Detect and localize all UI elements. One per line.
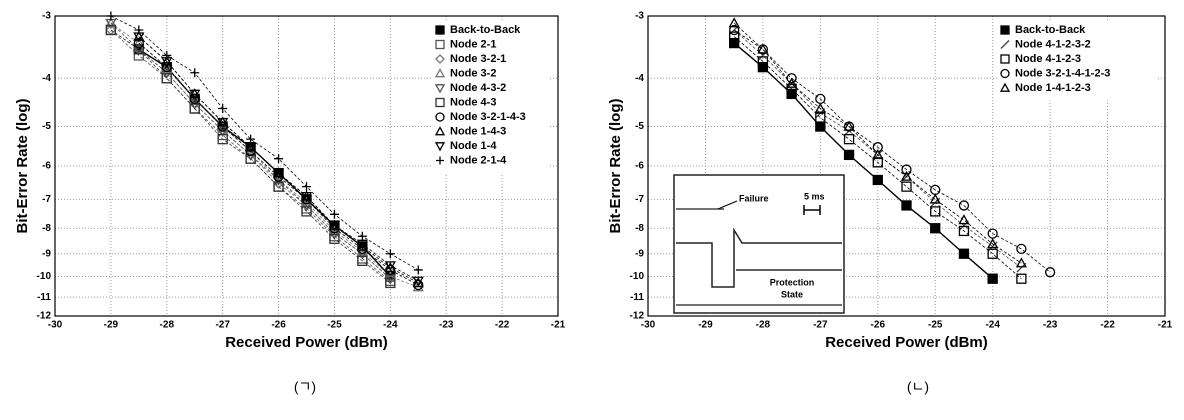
marker [190,68,199,77]
y-axis-label: Bit-Error Rate (log) [14,98,31,233]
marker [845,135,854,144]
x-tick-label: -23 [439,320,454,331]
y-tick-label: -12 [630,311,645,322]
x-tick-label: -21 [551,320,566,331]
x-tick-label: -28 [756,320,771,331]
caption: (ㄱ) [294,379,316,395]
legend-label: Node 3-2-1-4-1-2-3 [1015,67,1110,79]
caption: (ㄴ) [907,379,929,395]
x-tick-label: -22 [1100,320,1115,331]
x-tick-label: -24 [383,320,398,331]
x-tick-label: -26 [271,320,286,331]
legend-label: Node 4-1-2-3-2 [1015,38,1091,50]
y-tick-label: -4 [42,73,51,84]
y-tick-label: -9 [42,248,51,259]
y-tick-label: -9 [635,248,644,259]
y-tick-label: -5 [635,121,644,132]
legend-label: Node 2-1-4 [450,154,507,166]
legend-label: Node 2-1 [450,38,496,50]
annotation: Failure [739,193,769,203]
marker [1001,26,1009,34]
marker [845,150,854,159]
x-tick-label: -27 [215,320,230,331]
y-tick-label: -11 [37,292,51,303]
marker [386,249,395,258]
legend-label: Node 1-4-1-2-3 [1015,82,1091,94]
series-line [111,30,390,283]
y-tick-label: -4 [635,73,644,84]
x-tick-label: -22 [495,320,510,331]
marker [162,51,171,60]
series-line [111,16,418,270]
legend-label: Back-to-Back [1015,24,1086,36]
x-tick-label: -24 [985,320,1000,331]
legend-label: Node 4-3 [450,96,496,108]
y-tick-label: -8 [42,223,51,234]
marker [1046,268,1055,277]
legend-label: Node 1-4-3 [450,125,506,137]
x-tick-label: -25 [928,320,943,331]
series-line [139,49,391,276]
marker [816,122,825,131]
x-tick-label: -28 [160,320,175,331]
marker [730,39,739,48]
annotation: 5 ms [804,191,825,201]
legend-label: Node 3-2-1-4-3 [450,111,526,123]
x-axis-label: Received Power (dBm) [225,334,388,351]
marker [873,175,882,184]
x-tick-label: -25 [327,320,342,331]
x-tick-label: -27 [813,320,828,331]
y-tick-label: -3 [42,11,51,22]
y-tick-label: -11 [630,292,644,303]
y-tick-label: -3 [635,11,644,22]
legend-label: Node 4-1-2-3 [1015,53,1081,65]
x-tick-label: -29 [104,320,119,331]
marker [414,265,423,274]
y-tick-label: -10 [37,271,52,282]
y-tick-label: -6 [635,161,644,172]
y-tick-label: -8 [635,223,644,234]
x-tick-label: -26 [871,320,886,331]
x-tick-label: -23 [1043,320,1058,331]
annotation: State [781,289,803,299]
y-tick-label: -5 [42,121,51,132]
series-line [111,23,418,287]
marker [902,182,911,191]
y-tick-label: -12 [37,311,52,322]
marker [931,224,940,233]
y-tick-label: -7 [635,194,644,205]
marker [959,215,968,223]
x-tick-label: -29 [698,320,713,331]
y-tick-label: -7 [42,194,51,205]
marker [988,274,997,283]
legend-label: Node 3-2 [450,67,496,79]
legend-label: Node 1-4 [450,140,497,152]
marker [436,26,444,34]
x-tick-label: -21 [1158,320,1173,331]
marker [902,201,911,210]
legend-label: Node 3-2-1 [450,53,506,65]
marker [959,249,968,258]
marker [816,113,825,122]
marker [1017,244,1026,253]
figure: -30-29-28-27-26-25-24-23-22-21-3-4-5-6-7… [0,0,1184,420]
legend-label: Node 4-3-2 [450,82,506,94]
legend-label: Back-to-Back [450,24,521,36]
annotation: Protection [770,277,815,287]
x-axis-label: Received Power (dBm) [825,334,988,351]
y-tick-label: -6 [42,161,51,172]
marker [358,232,367,241]
y-tick-label: -10 [630,271,645,282]
y-axis-label: Bit-Error Rate (log) [607,98,624,233]
